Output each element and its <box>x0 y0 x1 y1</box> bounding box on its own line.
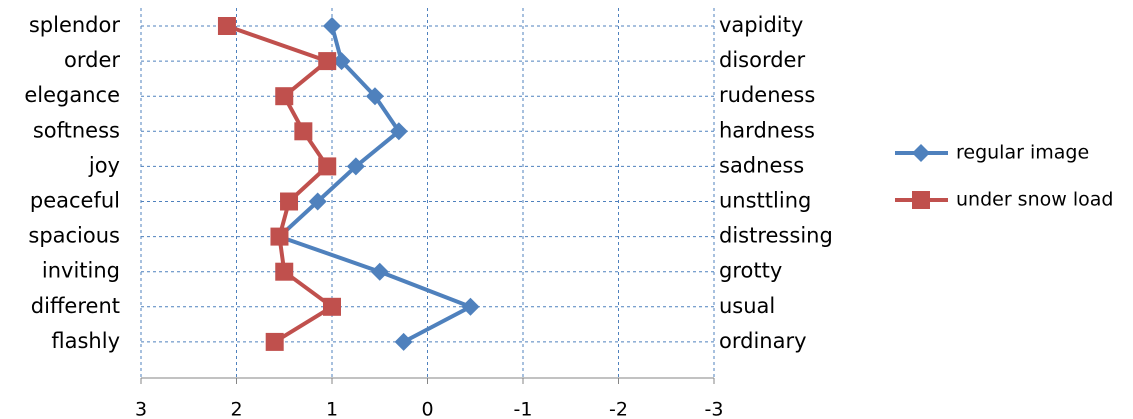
marker <box>217 17 236 35</box>
marker <box>461 297 480 316</box>
marker <box>280 192 299 211</box>
marker <box>365 87 384 106</box>
marker <box>318 157 337 176</box>
marker <box>323 17 341 35</box>
legend-label: regular image <box>956 142 1089 164</box>
marker <box>275 262 294 281</box>
marker <box>389 122 408 141</box>
left-label: flashly <box>51 329 120 353</box>
right-label: unsttling <box>719 189 811 213</box>
left-label: softness <box>33 118 120 142</box>
marker <box>394 332 413 351</box>
marker <box>912 191 930 209</box>
x-tick-label: 1 <box>326 399 338 419</box>
marker <box>275 87 294 106</box>
left-label: different <box>31 294 120 318</box>
marker <box>912 144 930 162</box>
legend-label: under snow load <box>956 189 1113 211</box>
x-tick-label: 3 <box>135 399 147 419</box>
x-tick-label: -2 <box>609 399 628 419</box>
series-line <box>275 25 476 344</box>
marker <box>323 297 341 316</box>
x-tick-label: -1 <box>514 399 533 419</box>
right-label: vapidity <box>719 13 803 37</box>
left-label: elegance <box>24 83 120 107</box>
right-label: disorder <box>719 48 805 72</box>
x-tick-label: -3 <box>705 399 724 419</box>
right-label: rudeness <box>719 83 815 107</box>
x-tick-label: 0 <box>421 399 433 419</box>
series-line <box>226 24 336 344</box>
marker <box>332 52 351 71</box>
marker <box>294 122 313 141</box>
left-label: order <box>64 48 120 72</box>
marker <box>370 262 389 281</box>
right-label: sadness <box>719 153 804 177</box>
marker <box>270 227 289 246</box>
right-label: ordinary <box>719 329 807 353</box>
right-label: distressing <box>719 224 833 248</box>
marker <box>265 332 284 351</box>
left-label: joy <box>88 153 120 177</box>
right-label: hardness <box>719 118 815 142</box>
x-tick-label: 2 <box>230 399 242 419</box>
left-label: inviting <box>42 259 120 283</box>
left-label: peaceful <box>30 189 120 213</box>
right-label: usual <box>719 294 775 318</box>
left-label: splendor <box>29 13 121 37</box>
marker <box>318 52 337 71</box>
marker <box>308 192 327 211</box>
marker <box>346 157 365 176</box>
left-label: spacious <box>28 224 120 248</box>
right-label: grotty <box>719 259 782 283</box>
